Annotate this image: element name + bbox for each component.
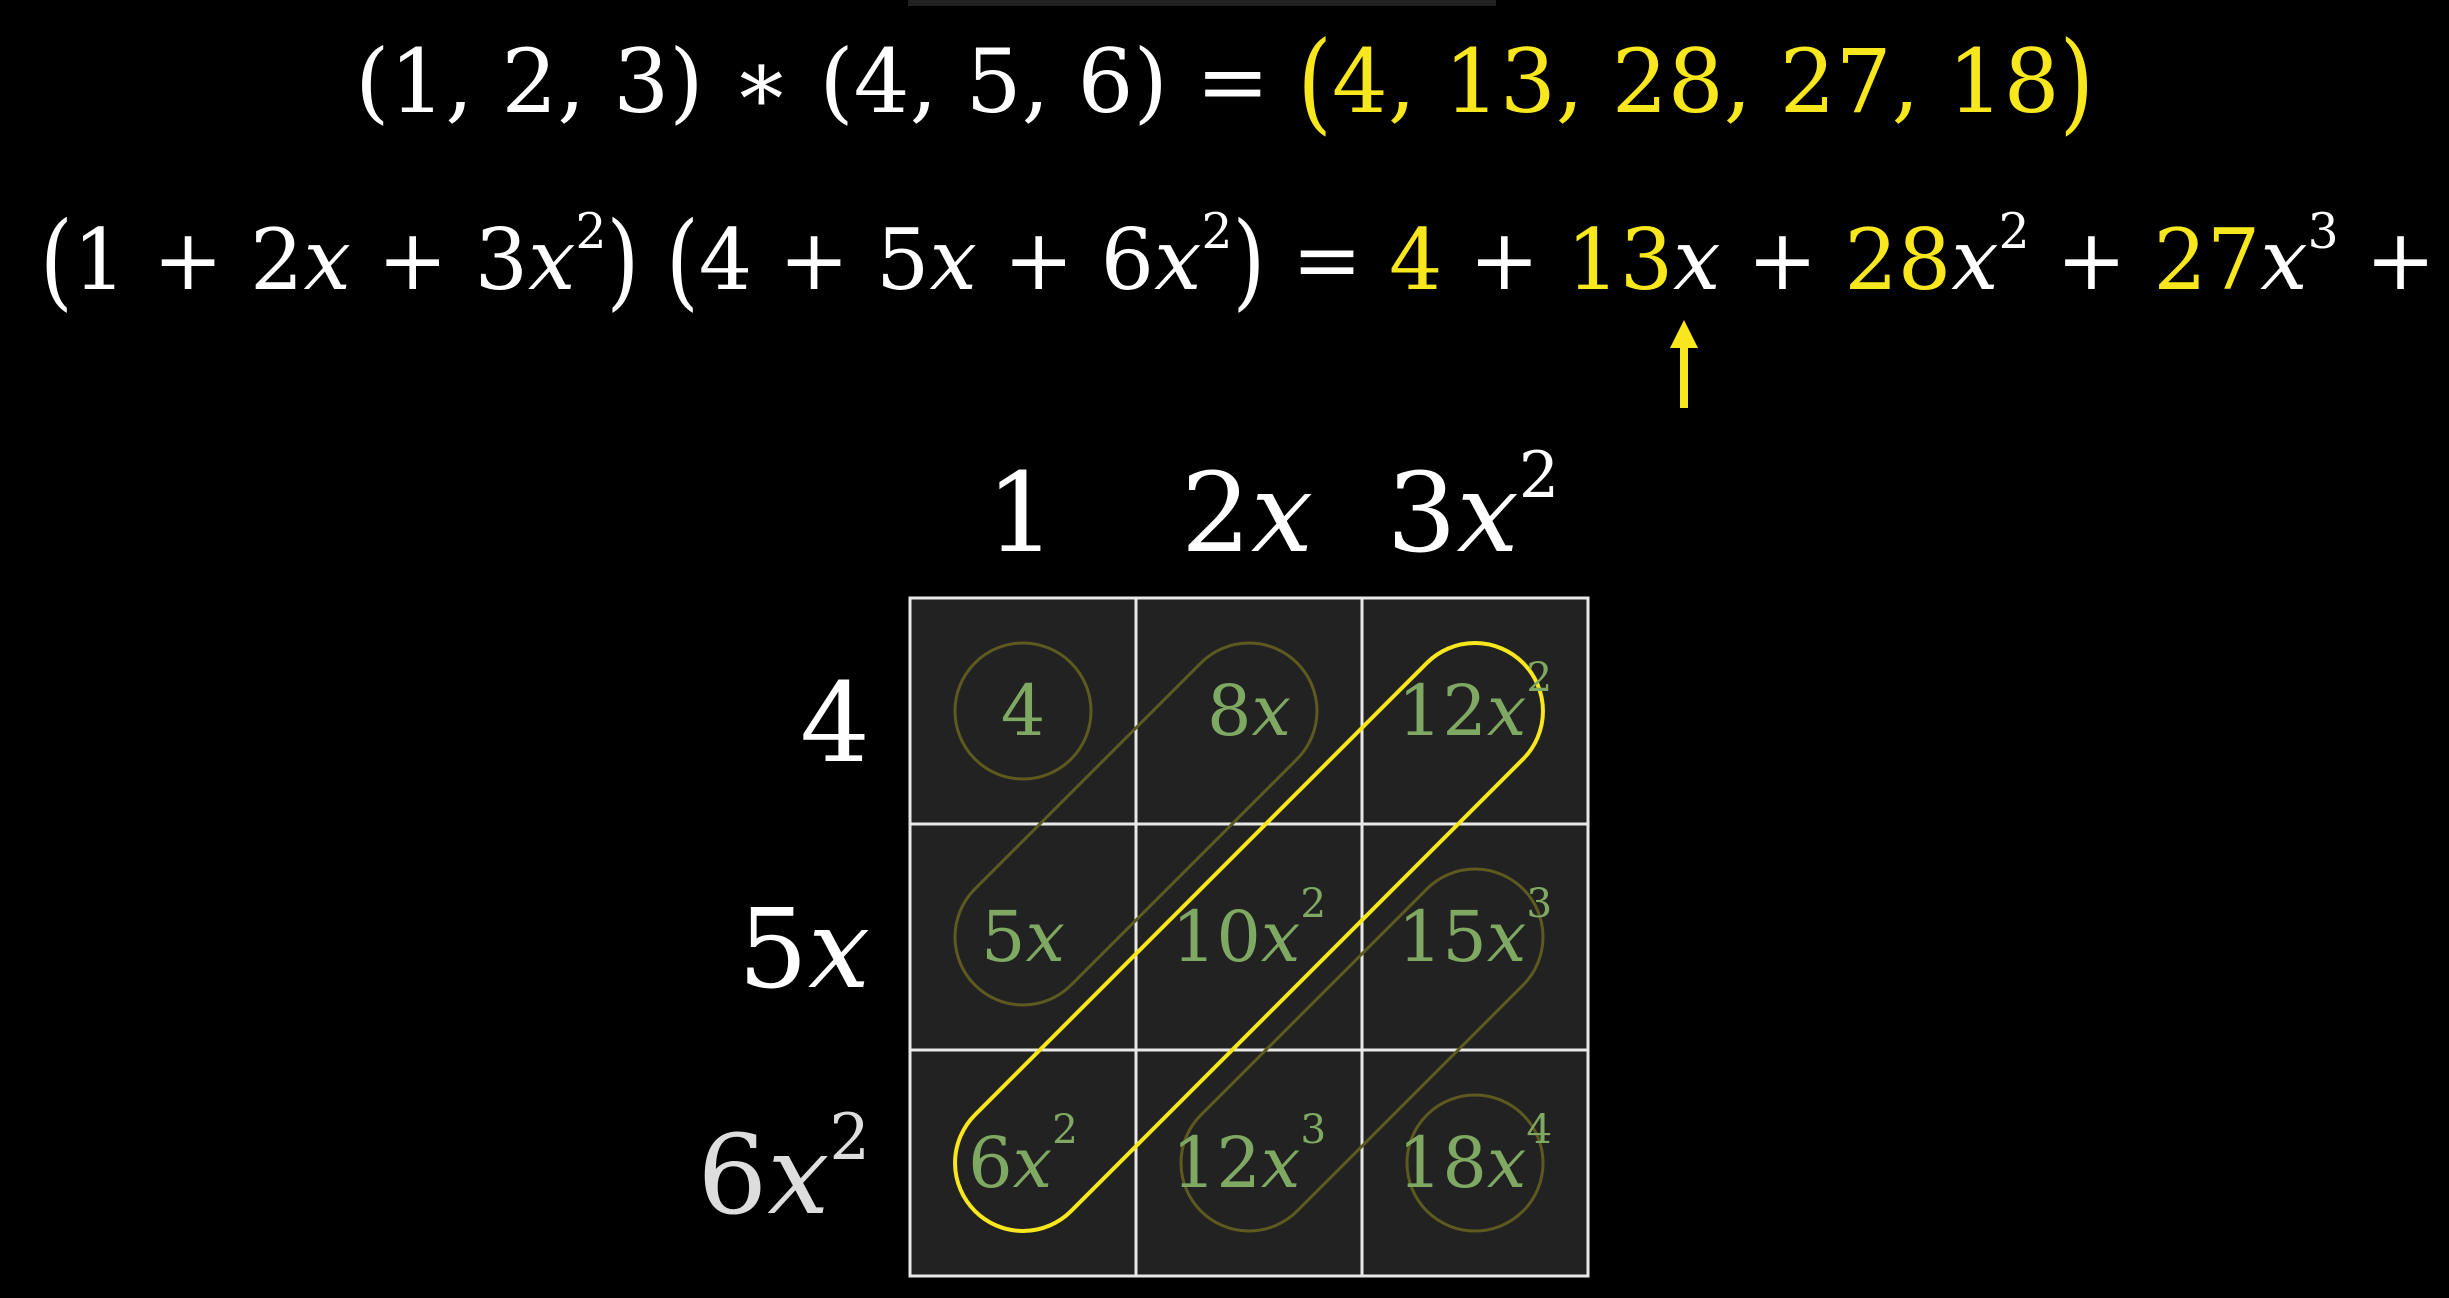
prod-c0: 4 — [1389, 211, 1443, 309]
grid-cell-bg — [1360, 596, 1590, 826]
row-header-1: 4 — [800, 659, 870, 787]
p1-c0: 1 — [72, 211, 127, 309]
top-bar — [908, 0, 1496, 6]
grid-cell-value: 12 x 3 — [1171, 1104, 1327, 1204]
grid-cell-bg — [1134, 596, 1364, 826]
row-header-2: 5x — [737, 885, 870, 1013]
prod-c1: 13 — [1566, 211, 1674, 309]
diagonal-loop — [1405, 1093, 1545, 1233]
result-open-paren: ( — [1297, 17, 1332, 146]
p1-c1: 2 — [250, 211, 304, 309]
grid-cell-value: 12 x 2 — [1397, 652, 1553, 752]
diagonal-loop — [953, 641, 1093, 781]
column-header-3: 3x2 — [1386, 438, 1560, 577]
diagonal-loop — [953, 641, 1319, 1007]
grid-cell-bg — [1360, 822, 1590, 1052]
p2-c2: 6 — [1100, 211, 1155, 309]
p2-c1: 5 — [876, 211, 930, 309]
grid-cell-bg — [1134, 822, 1364, 1052]
convolution-lhs: (1, 2, 3) ∗ (4, 5, 6) = — [355, 30, 1298, 133]
convolution-equation: (1, 2, 3) ∗ (4, 5, 6) = (4, 13, 28, 27, … — [0, 26, 2449, 136]
diagonal-loop — [953, 641, 1545, 1233]
column-header-2: 2x — [1180, 449, 1314, 577]
column-header-1: 1 — [986, 449, 1056, 577]
grid-cell-value: 10 x 2 — [1171, 878, 1327, 978]
grid-cell-bg — [908, 1048, 1138, 1278]
grid-cell-bg — [908, 596, 1138, 826]
result-close-paren: ) — [2059, 17, 2094, 146]
convolution-result: 4, 13, 28, 27, 18 — [1331, 30, 2060, 133]
prod-c3: 27 — [2153, 211, 2261, 309]
grid-cell-value: 18 x 4 — [1397, 1104, 1553, 1204]
p2-c0: 4 — [698, 211, 753, 309]
prod-c2: 28 — [1844, 211, 1952, 309]
polynomial-equation: (1 + 2x + 3x2) (4 + 5x + 6x2) = 4 + 13x … — [40, 198, 2436, 322]
row-header-3: 6x2 — [697, 1100, 870, 1239]
p1-c2: 3 — [474, 211, 529, 309]
grid-cell-bg — [1360, 1048, 1590, 1278]
grid-cell-value: 15 x 3 — [1397, 878, 1553, 978]
grid-cell-bg — [1134, 1048, 1364, 1278]
diagonal-loop — [1180, 867, 1545, 1232]
grid-cell-value: 4 — [1000, 670, 1046, 752]
up-arrow-icon — [1670, 320, 1698, 408]
